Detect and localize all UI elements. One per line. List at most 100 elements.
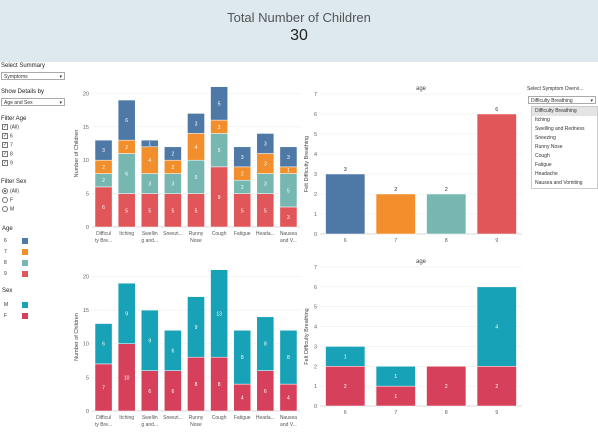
symptom-option[interactable]: Headache — [535, 171, 558, 177]
checkbox-checked-icon: ✓ — [2, 142, 8, 148]
radio-selected-icon — [2, 188, 8, 194]
show-details-dropdown[interactable]: Age and Sex ▾ — [1, 98, 65, 106]
symptom-option[interactable]: Nausea and Vomiting — [535, 180, 583, 186]
bar-segment[interactable] — [164, 330, 182, 371]
x-tick-label: Cough — [212, 415, 227, 421]
data-label: 1 — [148, 141, 151, 147]
x-tick-label: Itching — [119, 231, 134, 237]
age-option-label: 9 — [10, 160, 13, 167]
x-tick-label: Nausea — [280, 415, 297, 421]
symptom-option[interactable]: Difficulty Breathing — [532, 107, 597, 116]
sex-filter-m[interactable]: M — [2, 206, 14, 212]
x-tick-label: and V... — [280, 422, 297, 428]
age-legend-item: 9 — [4, 271, 34, 277]
bar-segment[interactable] — [256, 133, 275, 154]
symptom-option[interactable]: Fatigue — [535, 162, 552, 168]
y-tick-label: 20 — [83, 274, 89, 280]
age-filter-8[interactable]: ✓ 8 — [2, 151, 13, 157]
bar-segment[interactable] — [117, 99, 136, 141]
symptom-dropdown[interactable]: Difficulty Breathing ▾ — [528, 96, 596, 104]
x-tick-label: 8 — [445, 238, 448, 244]
data-label: 9 — [125, 311, 128, 317]
age-legend-item: 6 — [4, 238, 34, 244]
bar-segment[interactable] — [375, 193, 416, 235]
chevron-down-icon: ▾ — [59, 100, 62, 106]
y-axis-label: Number of Children — [74, 313, 80, 361]
chevron-down-icon: ▾ — [59, 74, 62, 80]
bar-segment[interactable] — [210, 269, 228, 358]
bar-segment[interactable] — [476, 366, 517, 407]
filter-sex-label: Filter Sex — [1, 179, 27, 185]
data-label: 2 — [125, 145, 128, 151]
x-tick-label: Heada... — [256, 231, 275, 237]
symptom-option[interactable]: Sneezing — [535, 135, 556, 141]
y-tick-label: 5 — [314, 132, 317, 138]
sex-filter-all[interactable]: (All) — [2, 188, 19, 194]
data-label: 1 — [394, 394, 397, 400]
data-label: 2 — [344, 384, 347, 390]
bar-segment[interactable] — [94, 323, 113, 365]
bar-segment[interactable] — [325, 366, 366, 407]
checkbox-checked-icon: ✓ — [2, 151, 8, 157]
bar-segment[interactable] — [279, 146, 298, 168]
bar-segment[interactable] — [140, 139, 159, 148]
data-label: 5 — [125, 208, 128, 214]
symptoms-by-sex-chart: 0 5 10 15 20 Number of Children 7 6 Difficulty B… — [74, 269, 300, 428]
symptom-option[interactable]: Runny Nose — [535, 144, 563, 150]
bar-segment[interactable] — [164, 146, 182, 161]
bar-segment[interactable] — [233, 330, 252, 385]
x-tick-label: Itching — [119, 415, 134, 421]
symptom-option[interactable]: Itching — [535, 117, 550, 123]
y-tick-label: 20 — [83, 91, 89, 97]
bar-segment[interactable] — [117, 282, 136, 344]
select-summary-dropdown[interactable]: Symptoms ▾ — [1, 72, 65, 80]
bar-segment[interactable] — [476, 113, 517, 235]
sex-filter-f[interactable]: F — [2, 197, 13, 203]
bar-segment[interactable] — [210, 86, 228, 121]
bar-segment[interactable] — [375, 366, 416, 387]
data-label: 8 — [287, 355, 290, 361]
legend-label: 9 — [4, 271, 7, 277]
age-filter-9[interactable]: ✓ 9 — [2, 160, 13, 166]
bar-segment[interactable] — [426, 366, 467, 407]
checkbox-checked-icon: ✓ — [2, 160, 8, 166]
bar-segment[interactable] — [426, 193, 467, 235]
age-option-label: 7 — [10, 142, 13, 149]
symptom-option[interactable]: Cough — [535, 153, 550, 159]
data-label: 8 — [264, 342, 267, 348]
data-label: 5 — [195, 175, 198, 181]
age-filter-7[interactable]: ✓ 7 — [2, 142, 13, 148]
x-tick-label: ty Bre... — [95, 422, 112, 428]
data-label: 8 — [241, 355, 244, 361]
x-tick-label: 8 — [445, 410, 448, 416]
bar-segment[interactable] — [256, 316, 275, 371]
y-tick-label: 4 — [314, 325, 317, 331]
age-filter-all[interactable]: ✓ (All) — [2, 124, 19, 130]
age-option-label: 8 — [10, 151, 13, 158]
y-tick-label: 3 — [314, 344, 317, 350]
y-tick-label: 1 — [314, 212, 317, 218]
legend-label: 7 — [4, 249, 7, 255]
data-label: 7 — [102, 385, 105, 391]
bar-segment[interactable] — [187, 113, 205, 134]
x-tick-label: Nose — [190, 422, 202, 428]
bar-segment[interactable] — [325, 173, 366, 235]
select-summary-label: Select Summary — [1, 63, 46, 69]
data-label: 9 — [218, 195, 221, 201]
age-filter-6[interactable]: ✓ 6 — [2, 133, 13, 139]
data-label: 2 — [102, 165, 105, 171]
bar-segment[interactable] — [140, 309, 159, 371]
data-label: 6 — [125, 118, 128, 124]
bar-segment[interactable] — [94, 139, 113, 161]
bar-segment[interactable] — [233, 146, 252, 168]
bar-segment[interactable] — [325, 346, 366, 367]
bar-segment[interactable] — [476, 286, 517, 367]
data-label: 4 — [195, 145, 198, 151]
bar-segment[interactable] — [279, 330, 298, 385]
y-axis-label: Felt Difficulty Breathing — [304, 308, 310, 364]
y-tick-label: 0 — [314, 404, 317, 410]
bar-segment[interactable] — [187, 296, 205, 358]
legend-swatch — [22, 302, 28, 308]
data-label: 3 — [264, 182, 267, 188]
symptom-option[interactable]: Swelling and Redness — [535, 126, 585, 132]
